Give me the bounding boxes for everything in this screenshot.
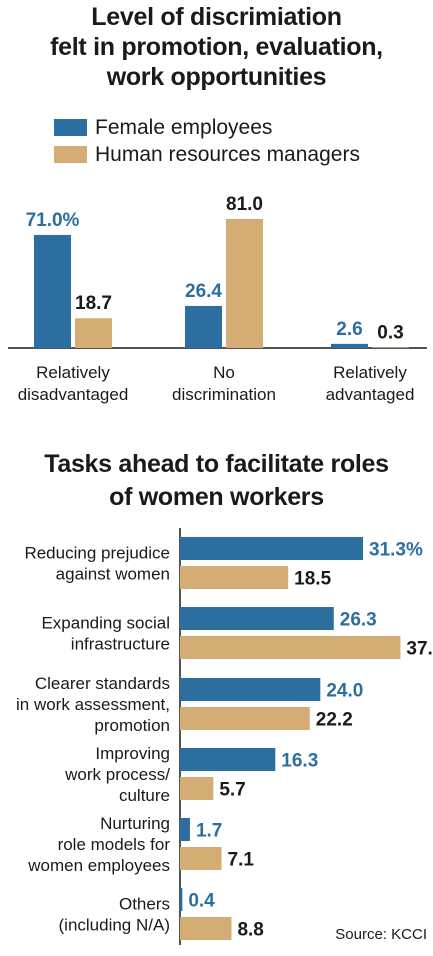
data-label: 81.0 bbox=[226, 194, 263, 215]
category-label: Others bbox=[119, 895, 170, 914]
bar-female bbox=[180, 678, 321, 701]
data-label: 18.5 bbox=[294, 569, 331, 590]
category-label: Relatively bbox=[333, 363, 407, 382]
category-label: Improving bbox=[95, 744, 170, 763]
category-label: Expanding social bbox=[41, 614, 170, 633]
chart1-title-line: work opportunities bbox=[106, 63, 327, 91]
chart2-title-line: Tasks ahead to facilitate roles bbox=[44, 450, 389, 478]
category-label: women employees bbox=[27, 856, 170, 875]
data-label: 22.2 bbox=[316, 710, 353, 731]
data-label: 37.7 bbox=[406, 639, 433, 660]
data-label: 16.3 bbox=[281, 751, 318, 772]
legend-item-female: Female employees bbox=[54, 115, 360, 140]
data-label: 26.4 bbox=[185, 281, 222, 302]
legend-label-hr: Human resources managers bbox=[95, 142, 360, 166]
category-label: No bbox=[213, 363, 235, 382]
bar-hr bbox=[180, 636, 401, 659]
category-label: advantaged bbox=[326, 385, 415, 404]
legend-swatch-female bbox=[54, 119, 87, 136]
bar-hr bbox=[180, 566, 289, 589]
data-label: 1.7 bbox=[196, 821, 222, 842]
bar-female bbox=[180, 607, 334, 630]
category-label: work process/ bbox=[64, 765, 170, 784]
bar-female bbox=[180, 888, 183, 911]
bar-female bbox=[34, 234, 71, 348]
category-label: discrimination bbox=[172, 385, 276, 404]
category-label: promotion bbox=[94, 716, 170, 735]
category-label: role models for bbox=[58, 835, 171, 854]
data-label: 31.3% bbox=[369, 540, 423, 561]
chart1-title: Level of discrimiation felt in promotion… bbox=[0, 2, 433, 92]
legend-label-female: Female employees bbox=[95, 115, 273, 139]
category-label: Reducing prejudice bbox=[24, 544, 170, 563]
bar-hr bbox=[226, 219, 263, 348]
data-label: 8.8 bbox=[237, 920, 263, 941]
bar-female bbox=[180, 748, 276, 771]
bar-female bbox=[331, 343, 368, 348]
data-label: 0.3 bbox=[377, 323, 403, 344]
legend-item-hr: Human resources managers bbox=[54, 142, 360, 167]
chart2-title: Tasks ahead to facilitate roles of women… bbox=[0, 448, 433, 514]
bar-hr bbox=[180, 917, 232, 940]
data-label: 0.4 bbox=[188, 891, 215, 912]
category-label: against women bbox=[56, 565, 170, 584]
bar-female bbox=[180, 537, 363, 560]
data-label: 71.0% bbox=[26, 210, 80, 231]
bar-hr bbox=[75, 318, 112, 348]
legend-swatch-hr bbox=[54, 146, 87, 163]
data-label: 26.3 bbox=[340, 610, 377, 631]
category-label: in work assessment, bbox=[16, 695, 170, 714]
category-label: culture bbox=[119, 786, 170, 805]
chart2-title-line: of women workers bbox=[109, 483, 324, 511]
bar-female bbox=[185, 305, 222, 348]
data-label: 18.7 bbox=[75, 293, 112, 314]
category-label: disadvantaged bbox=[18, 385, 129, 404]
data-label: 2.6 bbox=[336, 319, 362, 340]
source-note: Source: KCCI bbox=[335, 926, 427, 943]
chart1-title-line: Level of discrimiation bbox=[91, 3, 342, 31]
data-label: 24.0 bbox=[326, 681, 363, 702]
legend: Female employees Human resources manager… bbox=[54, 115, 360, 169]
bar-female bbox=[180, 818, 190, 841]
data-label: 7.1 bbox=[228, 850, 255, 871]
category-label: Nurturing bbox=[100, 814, 170, 833]
category-label: Clearer standards bbox=[35, 674, 170, 693]
category-label: Relatively bbox=[36, 363, 110, 382]
bar-hr bbox=[180, 777, 214, 800]
category-label: infrastructure bbox=[71, 635, 170, 654]
bar-hr bbox=[180, 847, 222, 870]
category-label: (including N/A) bbox=[59, 916, 171, 935]
bar-hr bbox=[180, 707, 310, 730]
data-label: 5.7 bbox=[219, 780, 245, 801]
chart1-title-line: felt in promotion, evaluation, bbox=[50, 33, 383, 61]
